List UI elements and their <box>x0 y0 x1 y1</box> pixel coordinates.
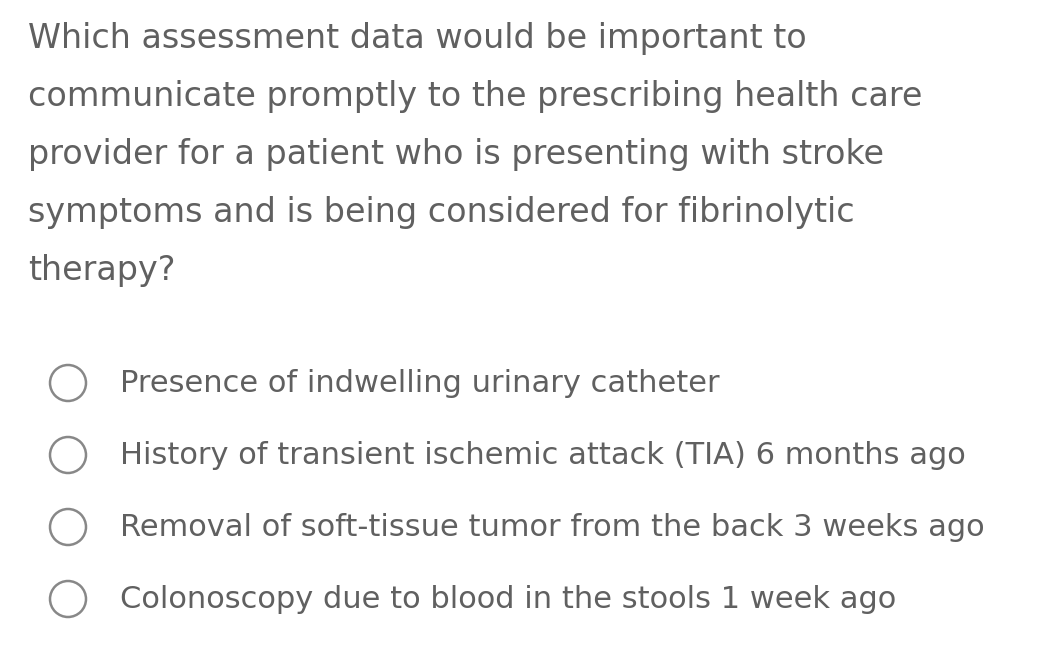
Text: History of transient ischemic attack (TIA) 6 months ago: History of transient ischemic attack (TI… <box>120 441 965 469</box>
Text: provider for a patient who is presenting with stroke: provider for a patient who is presenting… <box>28 138 884 171</box>
Text: Colonoscopy due to blood in the stools 1 week ago: Colonoscopy due to blood in the stools 1… <box>120 584 896 614</box>
Text: therapy?: therapy? <box>28 254 175 287</box>
Text: communicate promptly to the prescribing health care: communicate promptly to the prescribing … <box>28 80 923 113</box>
Text: Removal of soft-tissue tumor from the back 3 weeks ago: Removal of soft-tissue tumor from the ba… <box>120 512 984 541</box>
Text: Presence of indwelling urinary catheter: Presence of indwelling urinary catheter <box>120 369 720 398</box>
Text: symptoms and is being considered for fibrinolytic: symptoms and is being considered for fib… <box>28 196 855 229</box>
Text: Which assessment data would be important to: Which assessment data would be important… <box>28 22 807 55</box>
